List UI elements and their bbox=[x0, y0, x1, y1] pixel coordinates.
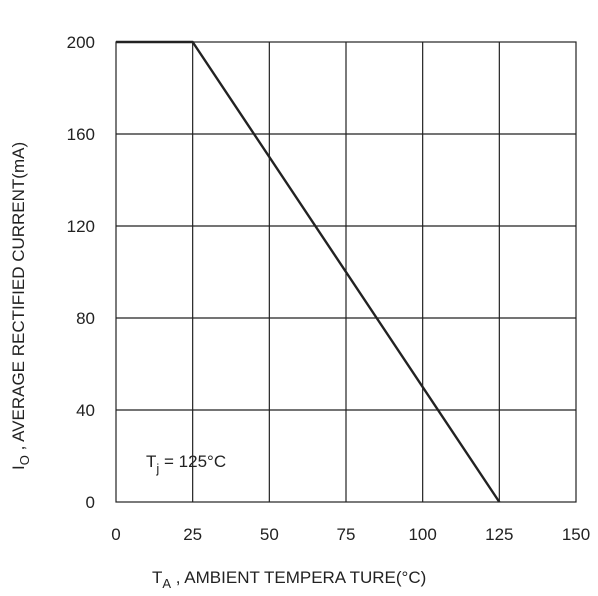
plot-frame bbox=[115, 41, 577, 503]
x-axis-label-symbol: T bbox=[152, 568, 162, 587]
y-tick-label: 40 bbox=[76, 401, 95, 420]
annotation-text: = 125°C bbox=[159, 452, 226, 471]
annotation-subscript: j bbox=[155, 461, 159, 476]
x-tick-label: 75 bbox=[337, 525, 356, 544]
y-tick-label: 160 bbox=[67, 125, 95, 144]
y-axis-label-symbol: I bbox=[9, 465, 28, 470]
y-axis-label-subscript: O bbox=[17, 455, 32, 465]
x-tick-label: 50 bbox=[260, 525, 279, 544]
x-tick-label: 125 bbox=[485, 525, 513, 544]
x-tick-label: 25 bbox=[183, 525, 202, 544]
y-tick-label: 0 bbox=[86, 493, 95, 512]
x-tick-label: 0 bbox=[111, 525, 120, 544]
x-tick-label: 150 bbox=[562, 525, 590, 544]
y-tick-label: 80 bbox=[76, 309, 95, 328]
x-axis-label-subscript: A bbox=[162, 576, 171, 591]
annotation-symbol: T bbox=[146, 452, 156, 471]
y-tick-label: 120 bbox=[67, 217, 95, 236]
y-axis-label: IO , AVERAGE RECTIFIED CURRENT(mA) bbox=[9, 142, 32, 470]
x-tick-labels: 0 25 50 75 100 125 150 bbox=[111, 525, 590, 544]
x-axis-label: TA , AMBIENT TEMPERA TURE(°C) bbox=[152, 568, 426, 591]
grid bbox=[116, 42, 576, 502]
annotation-tj: Tj = 125°C bbox=[146, 452, 226, 476]
y-tick-labels: 0 40 80 120 160 200 bbox=[67, 33, 95, 512]
derating-curve bbox=[116, 40, 501, 503]
x-axis-label-text: , AMBIENT TEMPERA TURE(°C) bbox=[171, 568, 426, 587]
y-axis-label-text: , AVERAGE RECTIFIED CURRENT(mA) bbox=[9, 142, 28, 455]
y-tick-label: 200 bbox=[67, 33, 95, 52]
x-tick-label: 100 bbox=[408, 525, 436, 544]
